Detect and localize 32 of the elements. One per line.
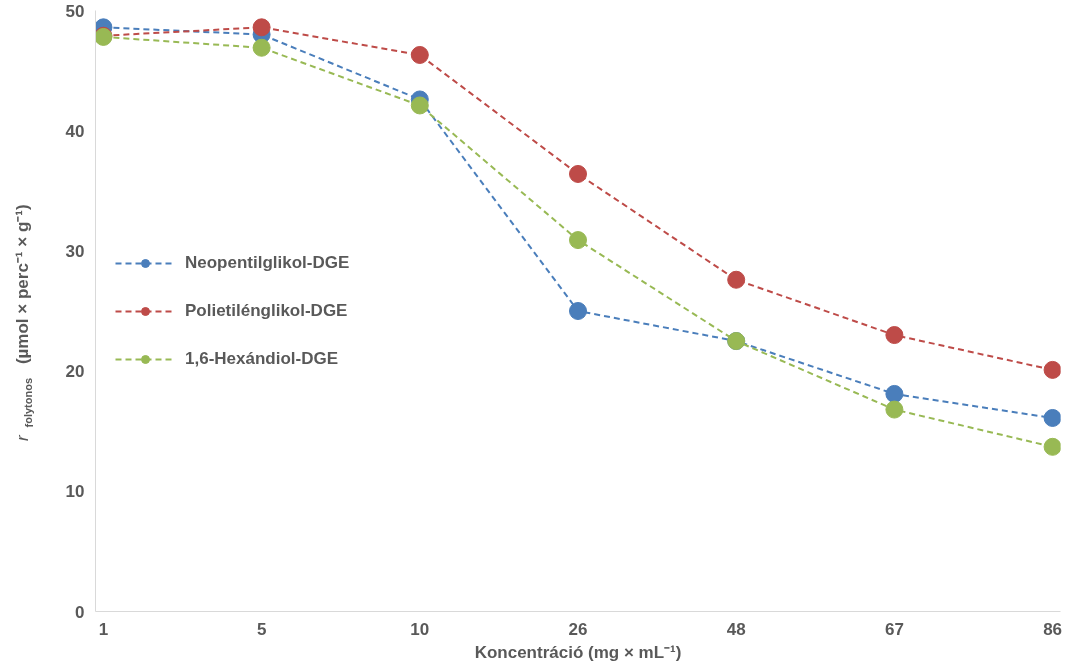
x-tick-label: 10	[410, 619, 430, 639]
y-tick-label: 0	[75, 602, 85, 622]
legend-label: 1,6-Hexándiol-DGE	[185, 348, 339, 369]
point	[885, 400, 904, 419]
y-tick-label: 50	[65, 1, 85, 21]
x-tick-label: 67	[884, 619, 904, 639]
x-tick-label: 1	[98, 619, 109, 639]
x-tick-label: 86	[1043, 619, 1063, 639]
point	[252, 18, 271, 37]
point	[885, 384, 904, 403]
point	[727, 270, 746, 289]
x-tick-label: 5	[256, 619, 267, 639]
x-axis-title: Koncentráció (mg × mL⁻¹)	[474, 642, 682, 662]
point	[410, 96, 429, 115]
point	[1043, 408, 1061, 427]
legend-label: Polietilénglikol-DGE	[185, 300, 348, 321]
point	[1043, 437, 1061, 456]
y-tick-label: 40	[65, 121, 85, 141]
legend-label: Neopentilglikol-DGE	[185, 252, 350, 273]
point	[252, 38, 271, 57]
x-tick-label: 26	[568, 619, 588, 639]
x-tick-label: 48	[726, 619, 746, 639]
text: rfolytonos (µmol × perc⁻¹ × g⁻¹)	[13, 204, 35, 442]
y-tick-label: 10	[65, 482, 85, 502]
y-tick-label: 20	[65, 362, 85, 382]
point	[569, 164, 587, 183]
point	[569, 231, 587, 250]
y-tick-label: 30	[65, 241, 85, 261]
point	[410, 45, 429, 64]
point	[569, 302, 587, 320]
point	[885, 326, 904, 345]
point	[1043, 360, 1061, 379]
